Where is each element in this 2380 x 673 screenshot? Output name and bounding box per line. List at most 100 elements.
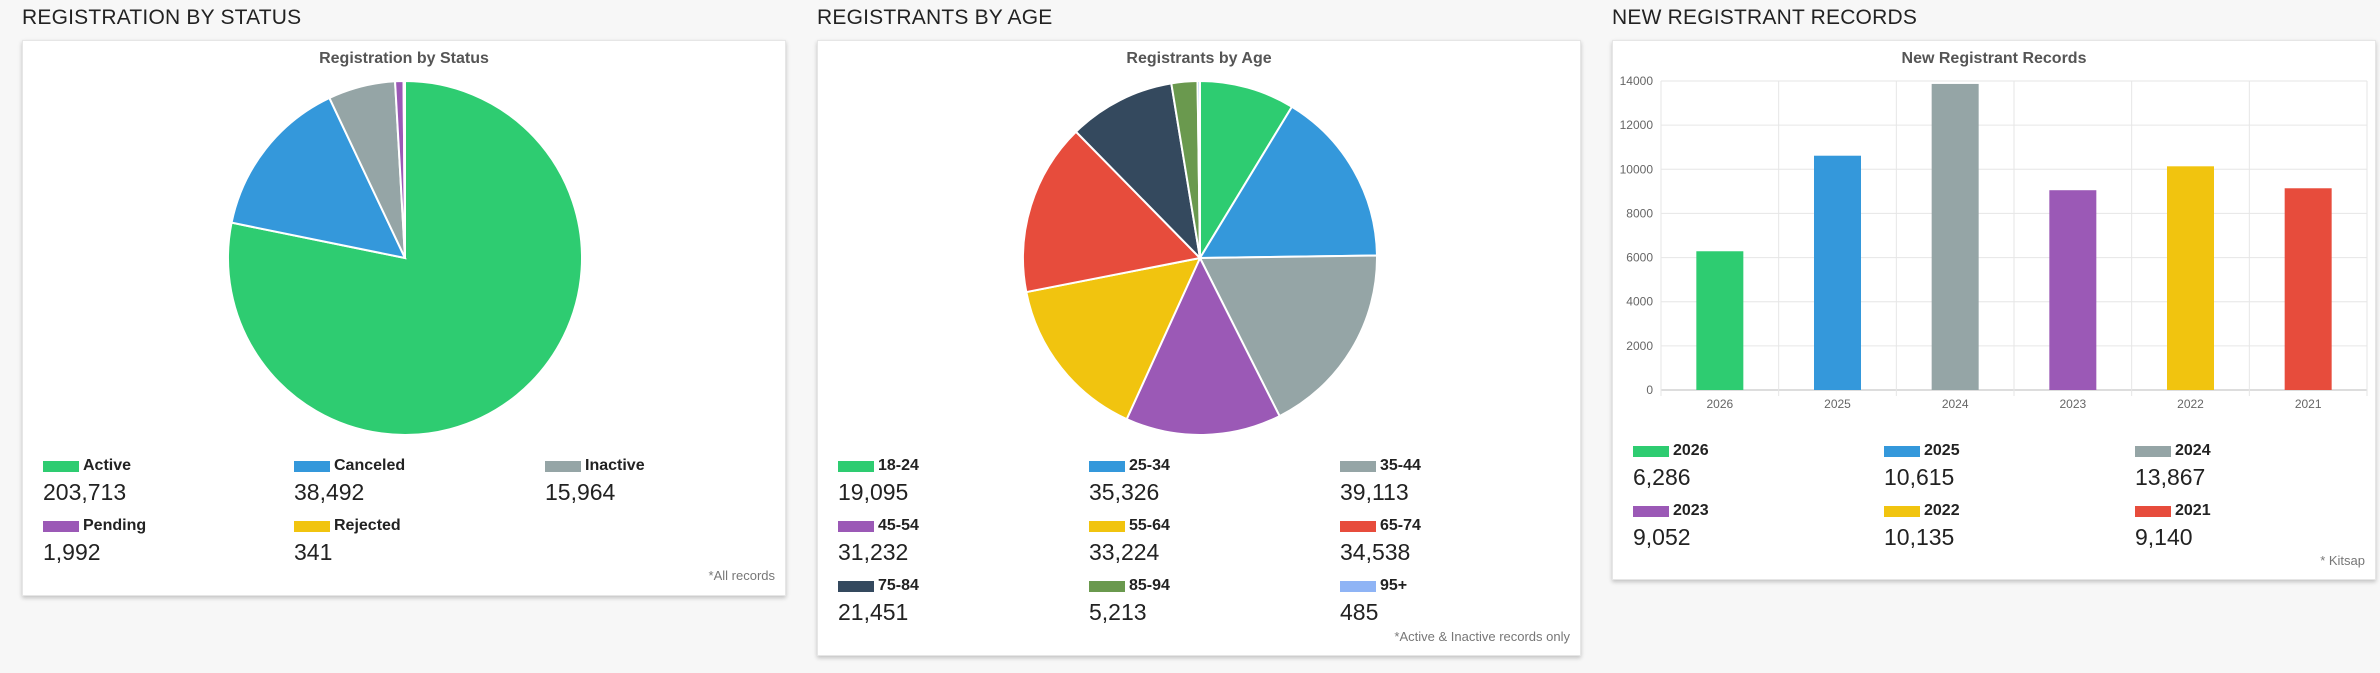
legend-swatch: [1340, 521, 1376, 532]
legend-swatch: [838, 581, 874, 592]
legend-value: 5,213: [1089, 599, 1147, 625]
legend-value: 10,615: [1884, 464, 1955, 490]
legend-value: 38,492: [294, 479, 365, 505]
y-tick-label: 6000: [1626, 251, 1653, 265]
legend-swatch: [838, 521, 874, 532]
legend-swatch: [2135, 446, 2171, 457]
pie-slice-45-54[interactable]: [1125, 255, 1281, 436]
legend-swatch: [294, 461, 330, 472]
legend-label: 45-54: [878, 517, 919, 534]
y-tick-label: 4000: [1626, 295, 1653, 309]
panel-heading: NEW REGISTRANT RECORDS: [1612, 6, 1918, 29]
legend-value: 10,135: [1884, 524, 1955, 550]
legend-swatch: [1089, 581, 1125, 592]
legend-value: 33,224: [1089, 539, 1160, 565]
x-tick-label: 2023: [2059, 397, 2086, 411]
bar-2021[interactable]: [2284, 188, 2332, 390]
legend-value: 35,326: [1089, 479, 1160, 505]
pie-slice-35-44[interactable]: [1198, 254, 1378, 418]
legend-swatch: [1089, 461, 1125, 472]
y-tick-label: 2000: [1626, 339, 1653, 353]
legend-value: 9,052: [1633, 524, 1691, 550]
x-tick-label: 2022: [2177, 397, 2204, 411]
legend-label: 85-94: [1129, 577, 1170, 594]
legend-swatch: [294, 521, 330, 532]
footnote: *All records: [708, 568, 775, 583]
bar-2026[interactable]: [1696, 251, 1744, 390]
pie-slice-canceled[interactable]: [230, 96, 407, 260]
chart-card: Registrants by Age 18-24 19,095 25-34 35,32…: [817, 40, 1581, 656]
legend-swatch: [1633, 506, 1669, 517]
panel-heading: REGISTRATION BY STATUS: [22, 6, 302, 29]
legend-label: 2022: [1924, 502, 1960, 519]
legend-value: 1,992: [43, 539, 101, 565]
legend-label: Inactive: [585, 457, 645, 474]
legend-swatch: [838, 461, 874, 472]
y-tick-label: 0: [1646, 383, 1653, 397]
bar-2023[interactable]: [2049, 190, 2097, 390]
y-tick-label: 8000: [1626, 206, 1653, 220]
pie-slice-active[interactable]: [227, 79, 583, 436]
legend-value: 15,964: [545, 479, 616, 505]
legend-swatch: [1340, 461, 1376, 472]
pie-slice-75-84[interactable]: [1074, 82, 1202, 261]
legend-swatch: [43, 521, 79, 532]
chart-card: New Registrant Records 0 2000 4000 6000 8000…: [1612, 40, 2376, 580]
y-tick-label: 14000: [1620, 74, 1654, 88]
status-pie-chart: [227, 79, 583, 436]
legend-value: 9,140: [2135, 524, 2193, 550]
legend-label: 2024: [2175, 442, 2211, 459]
footnote: *Active & Inactive records only: [1394, 629, 1570, 644]
legend-label: 2023: [1673, 502, 1709, 519]
legend-label: 2021: [2175, 502, 2211, 519]
x-tick-label: 2021: [2295, 397, 2322, 411]
legend-swatch: [1340, 581, 1376, 592]
pie-slice-65-74[interactable]: [1022, 130, 1203, 294]
legend-swatch: [2135, 506, 2171, 517]
chart-title: Registrants by Age: [1126, 50, 1272, 67]
y-tick-label: 12000: [1620, 118, 1654, 132]
bar-2025[interactable]: [1814, 155, 1861, 390]
legend-label: 75-84: [878, 577, 919, 594]
legend-value: 341: [294, 539, 333, 565]
x-tick-label: 2025: [1824, 397, 1851, 411]
legend-value: 203,713: [43, 479, 127, 505]
legend-label: Canceled: [334, 457, 406, 474]
legend-label: 25-34: [1129, 457, 1170, 474]
chart-title: Registration by Status: [319, 50, 489, 67]
legend-swatch: [1089, 521, 1125, 532]
legend-swatch: [43, 461, 79, 472]
pie-slice-18-24[interactable]: [1199, 79, 1294, 262]
legend-label: 55-64: [1129, 517, 1170, 534]
legend-value: 19,095: [838, 479, 909, 505]
legend-label: Rejected: [334, 517, 401, 534]
bar-2024[interactable]: [1931, 83, 1979, 391]
legend-swatch: [1633, 446, 1669, 457]
legend-value: 34,538: [1340, 539, 1411, 565]
pie-slice-25-34[interactable]: [1198, 105, 1378, 260]
pie-slice-rejected[interactable]: [402, 79, 406, 259]
legend-label: 2026: [1673, 442, 1709, 459]
age-pie-chart: [1022, 79, 1378, 436]
legend-value: 485: [1340, 599, 1379, 625]
legend-label: Pending: [83, 517, 147, 534]
legend-swatch: [545, 461, 581, 472]
footnote: * Kitsap: [2320, 553, 2365, 568]
chart-card: Registration by Status Active 203,713 Canc…: [22, 40, 786, 596]
legend-value: 39,113: [1340, 479, 1409, 505]
legend-label: 35-44: [1380, 457, 1421, 474]
legend-swatch: [1884, 506, 1920, 517]
pie-slice-55-64[interactable]: [1025, 256, 1202, 421]
bar-2022[interactable]: [2167, 166, 2214, 390]
panel-heading: REGISTRANTS BY AGE: [817, 6, 1053, 29]
x-tick-label: 2024: [1942, 397, 1969, 411]
chart-title: New Registrant Records: [1901, 50, 2087, 67]
pie-slice-95-[interactable]: [1196, 79, 1201, 259]
new-records-bar-chart: 0 2000 4000 6000 8000 10000 12000 14000 2026 2025…: [1620, 74, 2368, 411]
legend-value: 31,232: [838, 539, 909, 565]
legend-label: 18-24: [878, 457, 919, 474]
x-tick-label: 2026: [1706, 397, 1733, 411]
legend-label: 2025: [1924, 442, 1960, 459]
legend-label: 65-74: [1380, 517, 1421, 534]
legend-label: 95+: [1380, 577, 1408, 594]
